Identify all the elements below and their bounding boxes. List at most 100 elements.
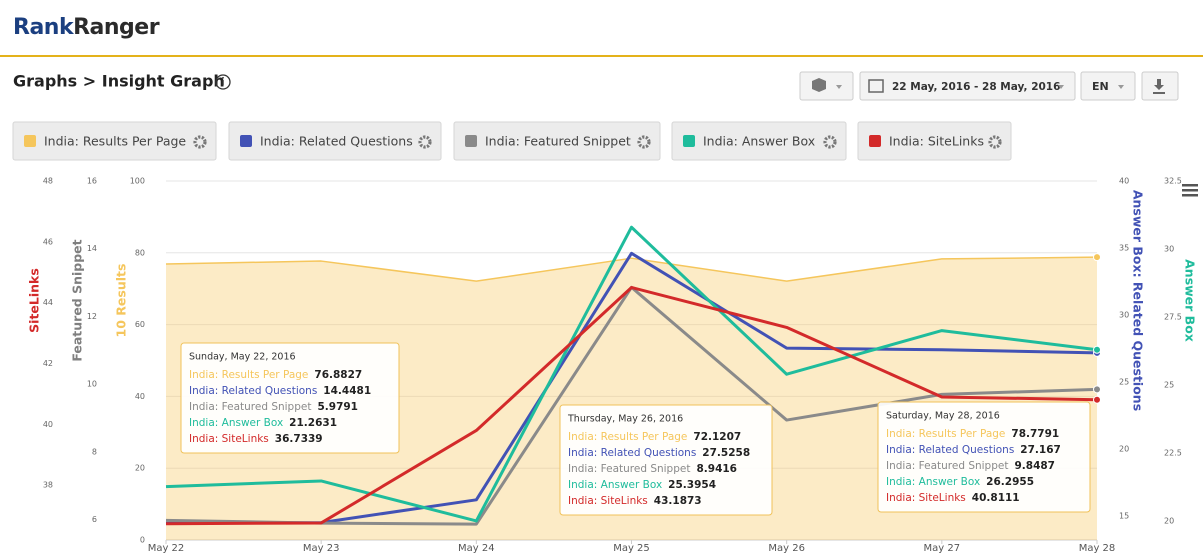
legend-item[interactable]: India: Related Questions bbox=[228, 121, 442, 161]
breadcrumb[interactable]: Graphs > Insight Graph bbox=[13, 72, 225, 91]
caret bbox=[1058, 85, 1064, 89]
menu-bar bbox=[1182, 194, 1198, 197]
menu-icon[interactable] bbox=[1182, 184, 1198, 197]
settings-icon bbox=[988, 135, 1002, 149]
tooltip-value: 21.2631 bbox=[289, 417, 337, 429]
tooltip-value: 26.2955 bbox=[986, 476, 1034, 488]
date-button[interactable] bbox=[859, 71, 1076, 101]
legend-swatch bbox=[24, 135, 36, 147]
tooltip-value: 43.1873 bbox=[654, 495, 702, 507]
tooltip-series-name: India: Results Per Page bbox=[189, 369, 308, 381]
logo[interactable]: RankRanger bbox=[13, 15, 160, 40]
y-tick-label: 22.5 bbox=[1164, 448, 1182, 457]
y-tick-label: 30 bbox=[1164, 244, 1174, 253]
tooltip-series-name: India: Related Questions bbox=[189, 385, 317, 397]
view-button[interactable] bbox=[799, 71, 854, 101]
menu-bar bbox=[1182, 184, 1198, 187]
y-tick-label: 44 bbox=[43, 298, 53, 307]
tooltip-row: India: Results Per Page 72.1207 bbox=[568, 431, 741, 443]
logo-rank: Rank bbox=[13, 15, 75, 40]
legend-button bbox=[671, 121, 847, 161]
x-tick-label: May 26 bbox=[768, 543, 805, 554]
settings-icon bbox=[823, 135, 837, 149]
tooltip-row: India: Results Per Page 78.7791 bbox=[886, 428, 1059, 440]
tooltip-value: 27.167 bbox=[1020, 444, 1061, 456]
legend-item[interactable]: India: Featured Snippet bbox=[453, 121, 661, 161]
legend-swatch bbox=[465, 135, 477, 147]
tooltip-series-name: India: Results Per Page bbox=[886, 428, 1005, 440]
y-tick-label: 8 bbox=[92, 447, 97, 456]
y-tick-label: 20 bbox=[135, 464, 145, 473]
y-tick-label: 12 bbox=[87, 312, 97, 321]
tooltip-row: India: Answer Box 25.3954 bbox=[568, 479, 716, 491]
tooltip-date: Sunday, May 22, 2016 bbox=[189, 352, 296, 363]
y-tick-label: 14 bbox=[87, 244, 97, 253]
y-tick-label: 80 bbox=[135, 248, 145, 257]
legend-swatch bbox=[240, 135, 252, 147]
date-range: 22 May, 2016 - 28 May, 2016 bbox=[892, 81, 1060, 93]
language-button[interactable] bbox=[1080, 71, 1136, 101]
tooltip-row: India: Featured Snippet 5.9791 bbox=[189, 401, 358, 413]
info-icon-dot bbox=[222, 76, 224, 79]
tooltip-series-name: India: Answer Box bbox=[568, 479, 662, 491]
tooltip: Thursday, May 26, 2016 India: Results Per… bbox=[559, 404, 773, 516]
calendar-icon bbox=[868, 79, 884, 93]
legend-label: India: Answer Box bbox=[703, 134, 815, 149]
y-tick-label: 30 bbox=[1119, 310, 1129, 319]
tooltip-series-name: India: Featured Snippet bbox=[568, 463, 690, 475]
series-line bbox=[165, 256, 1098, 282]
legend-button bbox=[12, 121, 217, 161]
legend-label: India: SiteLinks bbox=[889, 134, 984, 149]
tooltip-row: India: Answer Box 21.2631 bbox=[189, 417, 337, 429]
y-tick-label: 25 bbox=[1119, 377, 1129, 386]
tooltip-value: 72.1207 bbox=[693, 431, 741, 443]
cube-icon bbox=[812, 78, 826, 92]
point-marker bbox=[1093, 395, 1101, 404]
tooltip-series-name: India: Related Questions bbox=[886, 444, 1014, 456]
info-icon[interactable] bbox=[215, 74, 231, 90]
toolbar: 22 May, 2016 - 28 May, 2016 EN bbox=[799, 71, 1179, 101]
tooltip-date: Saturday, May 28, 2016 bbox=[886, 411, 1000, 422]
axis-title: Featured Snippet bbox=[70, 239, 85, 361]
point-marker bbox=[1093, 253, 1101, 262]
point-marker bbox=[1093, 385, 1101, 394]
y-tick-label: 25 bbox=[1164, 380, 1174, 389]
x-tick-label: May 25 bbox=[613, 543, 650, 554]
legend-button bbox=[228, 121, 442, 161]
y-tick-label: 60 bbox=[135, 320, 145, 329]
y-tick-label: 0 bbox=[140, 536, 145, 545]
axis-title: Answer Box: Related Questions bbox=[1131, 190, 1146, 411]
x-tick-label: May 24 bbox=[458, 543, 495, 554]
menu-bar bbox=[1182, 189, 1198, 192]
legend-label: India: Results Per Page bbox=[44, 134, 186, 149]
tooltip-date: Thursday, May 26, 2016 bbox=[567, 414, 683, 425]
settings-icon bbox=[418, 135, 432, 149]
tooltip-series-name: India: Featured Snippet bbox=[886, 460, 1008, 472]
axis-title: Answer Box bbox=[1183, 259, 1198, 342]
y-tick-label: 10 bbox=[87, 380, 97, 389]
axis-title: 10 Results bbox=[114, 264, 129, 338]
tooltip-value: 76.8827 bbox=[314, 369, 362, 381]
tooltip-row: India: Related Questions 27.167 bbox=[886, 444, 1061, 456]
tooltip-value: 5.9791 bbox=[317, 401, 358, 413]
tooltip-row: India: Related Questions 14.4481 bbox=[189, 385, 371, 397]
legend-item[interactable]: India: Results Per Page bbox=[12, 121, 217, 161]
legend-item[interactable]: India: Answer Box bbox=[671, 121, 847, 161]
legend-item[interactable]: India: SiteLinks bbox=[857, 121, 1012, 161]
legend-button bbox=[857, 121, 1012, 161]
tooltip-series-name: India: SiteLinks bbox=[886, 492, 966, 504]
download-icon bbox=[1153, 79, 1165, 94]
x-tick-label: May 22 bbox=[148, 543, 185, 554]
tooltip-value: 9.8487 bbox=[1014, 460, 1055, 472]
settings-icon bbox=[637, 135, 651, 149]
tooltip-series-name: India: Answer Box bbox=[189, 417, 283, 429]
header-bar bbox=[0, 0, 1203, 55]
tooltip-row: India: Results Per Page 76.8827 bbox=[189, 369, 362, 381]
settings-icon bbox=[193, 135, 207, 149]
tooltip-value: 40.8111 bbox=[972, 492, 1020, 504]
tooltip-series-name: India: Related Questions bbox=[568, 447, 696, 459]
tooltip-row: India: Answer Box 26.2955 bbox=[886, 476, 1034, 488]
x-tick-label: May 23 bbox=[303, 543, 340, 554]
legend-label: India: Featured Snippet bbox=[485, 134, 631, 149]
